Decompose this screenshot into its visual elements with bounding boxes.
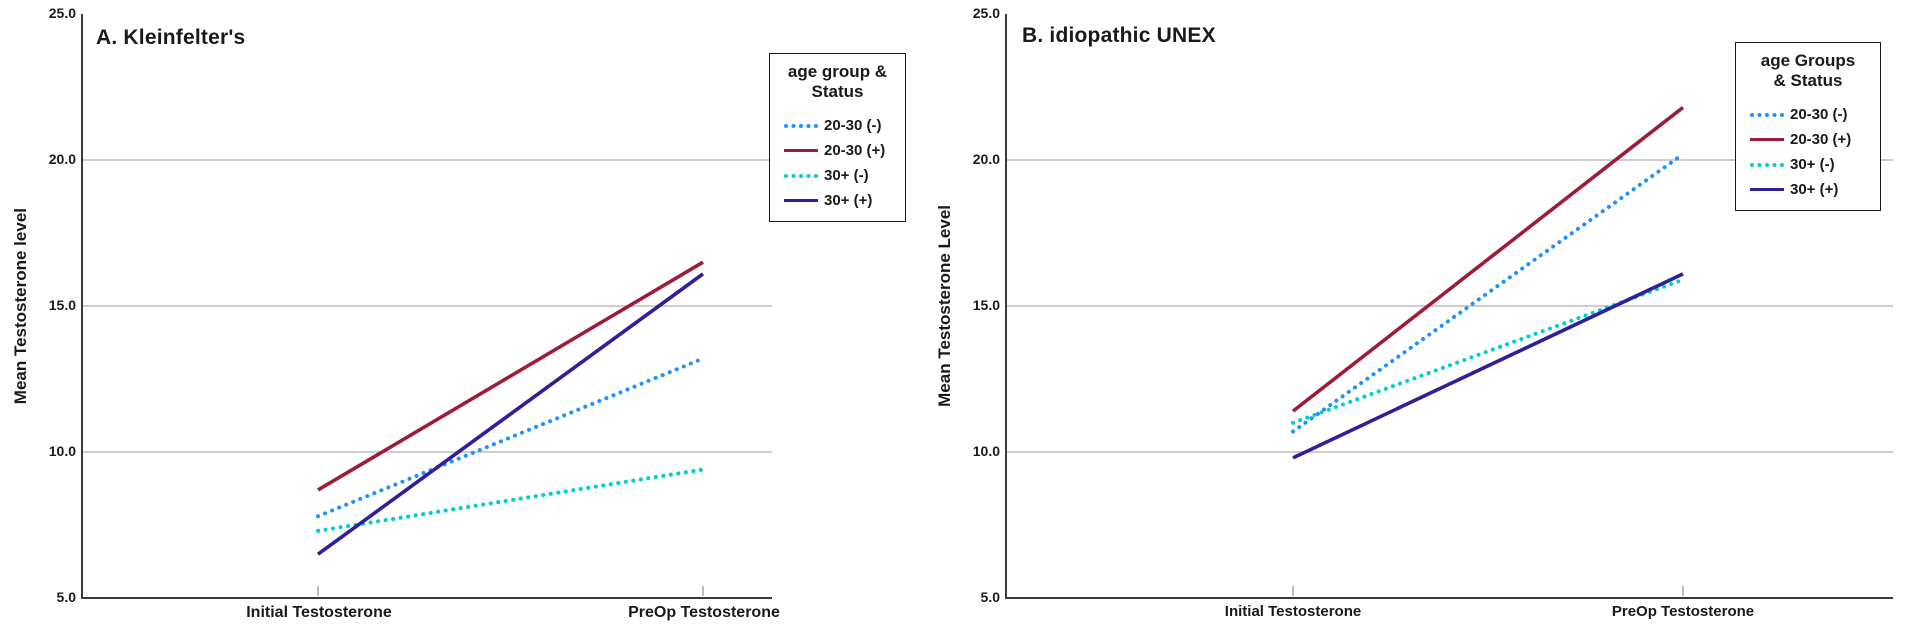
legend-line-sample bbox=[1750, 138, 1784, 141]
panel-a-legend-title-line2: Status bbox=[811, 82, 864, 101]
panel-b-legend-entries: 20-30 (-) 20-30 (+) 30+ (-) 30+ (+) bbox=[1742, 102, 1874, 202]
y-tick-label: 10.0 bbox=[48, 443, 76, 459]
legend-line-sample bbox=[1750, 188, 1784, 191]
legend-entry-label: 30+ (-) bbox=[1790, 156, 1835, 173]
series-line-20-30+ bbox=[317, 260, 704, 492]
panel-a-legend-entries: 20-30 (-) 20-30 (+) 30+ (-) 30+ (+) bbox=[776, 113, 899, 213]
y-tick-label: 5.0 bbox=[980, 589, 1000, 605]
legend-entry-label: 30+ (-) bbox=[824, 167, 869, 184]
panel-b-legend: age Groups & Status 20-30 (-) 20-30 (+) 30… bbox=[1735, 42, 1881, 211]
legend-entry: 30+ (-) bbox=[776, 163, 899, 188]
legend-entry: 30+ (-) bbox=[1742, 152, 1874, 177]
legend-entry: 20-30 (+) bbox=[1742, 127, 1874, 152]
panel-a-title: A. Kleinfelter's bbox=[96, 26, 246, 49]
panel-a-legend: age group & Status 20-30 (-) 20-30 (+) 30+… bbox=[769, 53, 906, 222]
legend-entry: 30+ (+) bbox=[1742, 177, 1874, 202]
legend-entry-label: 30+ (+) bbox=[1790, 181, 1839, 198]
legend-line-sample bbox=[784, 173, 818, 178]
y-tick-label: 10.0 bbox=[972, 443, 1000, 459]
legend-entry: 20-30 (+) bbox=[776, 138, 899, 163]
legend-entry: 20-30 (-) bbox=[776, 113, 899, 138]
panel-b-legend-title: age Groups & Status bbox=[1742, 51, 1874, 91]
series-line-20-30- bbox=[1291, 152, 1685, 434]
panel-a-x-label-preop: PreOp Testosterone bbox=[628, 604, 780, 621]
y-tick-label: 25.0 bbox=[972, 5, 1000, 21]
series-line-30+- bbox=[316, 467, 705, 533]
panel-b-legend-title-line2: & Status bbox=[1773, 71, 1843, 90]
y-tick-label: 5.0 bbox=[56, 589, 76, 605]
panel-a-legend-title: age group & Status bbox=[776, 62, 899, 102]
legend-entry: 20-30 (-) bbox=[1742, 102, 1874, 127]
legend-line-sample bbox=[1750, 112, 1784, 117]
panel-b-x-label-initial: Initial Testosterone bbox=[1224, 603, 1362, 620]
panel-a-legend-title-line1: age group & bbox=[787, 62, 888, 81]
series-line-20-30- bbox=[316, 356, 705, 519]
y-tick-label: 15.0 bbox=[48, 297, 76, 313]
legend-entry-label: 20-30 (+) bbox=[1790, 131, 1852, 148]
panel-b-y-axis-label: Mean Testosterone Level bbox=[935, 205, 954, 407]
legend-entry-label: 20-30 (+) bbox=[824, 142, 886, 159]
y-tick-label: 20.0 bbox=[972, 151, 1000, 167]
legend-entry: 30+ (+) bbox=[776, 188, 899, 213]
panel-b-legend-title-line1: age Groups bbox=[1760, 51, 1856, 70]
series-line-30+- bbox=[1291, 277, 1685, 425]
series-line-30++ bbox=[1292, 272, 1684, 460]
y-tick-label: 25.0 bbox=[48, 5, 76, 21]
series-line-20-30+ bbox=[1291, 106, 1685, 413]
legend-entry-label: 20-30 (-) bbox=[1790, 106, 1848, 123]
panel-a-x-label-initial: Initial Testosterone bbox=[246, 604, 392, 621]
legend-line-sample bbox=[784, 149, 818, 152]
y-tick-label: 20.0 bbox=[48, 151, 76, 167]
panel-b-title: B. idiopathic UNEX bbox=[1022, 24, 1216, 47]
panel-b-x-label-preop: PreOp Testosterone bbox=[1611, 603, 1755, 620]
legend-entry-label: 30+ (+) bbox=[824, 192, 873, 209]
y-tick-label: 15.0 bbox=[972, 297, 1000, 313]
legend-line-sample bbox=[784, 123, 818, 128]
series-line-30++ bbox=[316, 272, 705, 556]
legend-entry-label: 20-30 (-) bbox=[824, 117, 882, 134]
legend-line-sample bbox=[784, 199, 818, 202]
legend-line-sample bbox=[1750, 162, 1784, 167]
panel-a-y-axis-label: Mean Testosterone level bbox=[11, 207, 30, 405]
